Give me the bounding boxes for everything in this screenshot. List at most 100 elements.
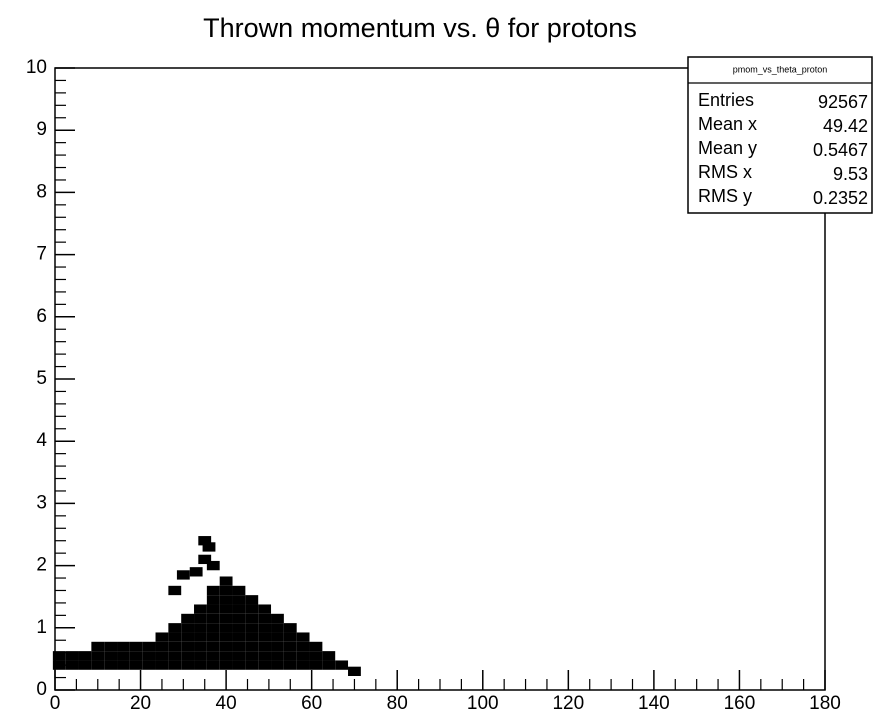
point: [322, 651, 336, 661]
stats-value: 0.2352: [813, 188, 868, 208]
point: [168, 660, 182, 670]
point: [129, 651, 143, 661]
point: [245, 613, 259, 624]
point: [245, 660, 259, 670]
point: [232, 641, 246, 652]
y-tick-label: 4: [36, 430, 47, 451]
point: [142, 651, 156, 661]
point: [65, 651, 79, 661]
point: [335, 660, 349, 670]
point: [194, 660, 207, 670]
point: [168, 641, 182, 652]
x-tick-label: 0: [50, 693, 61, 712]
point: [271, 660, 284, 670]
point: [194, 632, 207, 642]
point: [309, 660, 323, 670]
point: [271, 613, 284, 624]
point: [245, 604, 259, 614]
point: [194, 651, 207, 661]
point: [245, 623, 259, 633]
point: [219, 604, 233, 614]
point: [198, 554, 212, 565]
point: [104, 641, 118, 652]
point: [283, 651, 297, 661]
point: [271, 651, 284, 661]
point: [271, 632, 284, 642]
point: [258, 651, 272, 661]
point: [219, 595, 233, 605]
point: [91, 660, 105, 670]
point: [78, 660, 92, 670]
point: [78, 651, 92, 661]
y-tick-label: 6: [36, 306, 47, 327]
point: [206, 585, 220, 596]
stats-value: 9.53: [833, 164, 868, 184]
point: [194, 613, 207, 624]
point: [181, 651, 195, 661]
point: [232, 660, 246, 670]
point: [155, 651, 169, 661]
point: [232, 651, 246, 661]
point: [271, 641, 284, 652]
point: [309, 641, 323, 652]
point: [219, 576, 233, 586]
stats-label: RMS y: [698, 186, 752, 206]
point: [232, 595, 246, 605]
point: [104, 651, 118, 661]
point: [181, 623, 195, 633]
point: [258, 660, 272, 670]
y-tick-label: 5: [36, 368, 47, 389]
point: [194, 604, 207, 614]
point: [232, 623, 246, 633]
point: [309, 651, 323, 661]
y-tick-label: 0: [36, 679, 47, 700]
point: [206, 613, 220, 624]
x-tick-label: 80: [387, 693, 408, 712]
point: [296, 632, 310, 642]
point: [168, 632, 182, 642]
point: [104, 660, 118, 670]
y-tick-label: 7: [36, 244, 47, 265]
point: [65, 660, 79, 670]
point: [322, 660, 336, 670]
point: [181, 660, 195, 670]
stats-value: 49.42: [823, 116, 868, 136]
stats-label: Mean x: [698, 114, 757, 134]
point: [181, 613, 195, 624]
point: [283, 641, 297, 652]
point: [219, 623, 233, 633]
point: [283, 623, 297, 633]
point: [155, 660, 169, 670]
point: [91, 651, 105, 661]
point: [142, 641, 156, 652]
point: [206, 604, 220, 614]
point: [245, 632, 259, 642]
x-tick-label: 20: [130, 693, 151, 712]
point: [117, 651, 130, 661]
point: [232, 604, 246, 614]
point: [219, 585, 233, 596]
point: [206, 623, 220, 633]
point: [168, 651, 182, 661]
point: [232, 632, 246, 642]
point: [219, 660, 233, 670]
point: [194, 623, 207, 633]
point: [245, 595, 259, 605]
stats-value: 92567: [818, 92, 868, 112]
stats-title: pmom_vs_theta_proton: [733, 64, 828, 74]
point: [245, 651, 259, 661]
point: [155, 641, 169, 652]
point: [206, 641, 220, 652]
point: [258, 613, 272, 624]
point: [348, 666, 361, 677]
point: [271, 623, 284, 633]
point: [258, 623, 272, 633]
point: [117, 641, 130, 652]
point: [245, 641, 259, 652]
point: [219, 641, 233, 652]
point: [283, 660, 297, 670]
point: [117, 660, 130, 670]
point: [219, 651, 233, 661]
stats-value: 0.5467: [813, 140, 868, 160]
point: [52, 651, 66, 661]
